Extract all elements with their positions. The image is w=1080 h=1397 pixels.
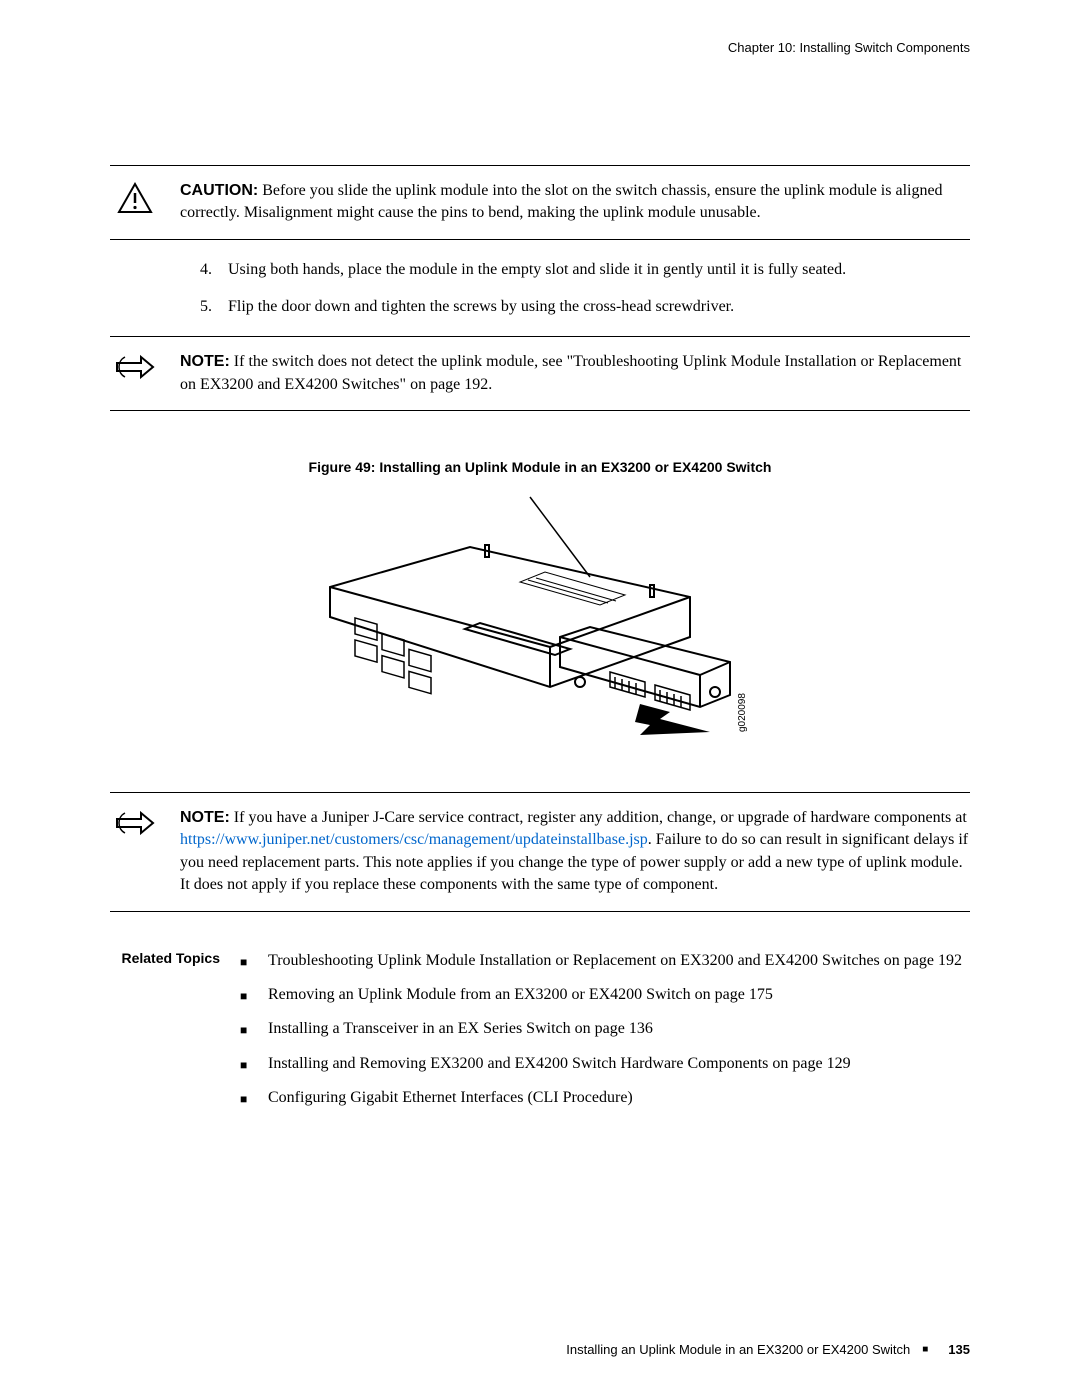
caution-text: CAUTION: Before you slide the uplink mod… xyxy=(180,180,970,225)
note-icon xyxy=(110,351,160,381)
bullet-icon: ■ xyxy=(922,1344,928,1355)
rule xyxy=(110,911,970,912)
figure-caption: Figure 49: Installing an Uplink Module i… xyxy=(110,459,970,475)
bullet-icon: ■ xyxy=(240,1018,268,1040)
note-icon xyxy=(110,807,160,837)
chapter-label: Chapter 10: Installing Switch Components xyxy=(728,40,970,55)
related-topic-item: ■ Troubleshooting Uplink Module Installa… xyxy=(240,950,970,972)
note-pre: If you have a Juniper J-Care service con… xyxy=(234,809,967,826)
rule xyxy=(110,410,970,411)
related-topic-text: Troubleshooting Uplink Module Installati… xyxy=(268,950,962,972)
related-topic-item: ■ Installing and Removing EX3200 and EX4… xyxy=(240,1053,970,1075)
note-body: If the switch does not detect the uplink… xyxy=(180,353,961,392)
related-topics: Related Topics ■ Troubleshooting Uplink … xyxy=(110,950,970,1122)
caution-block: CAUTION: Before you slide the uplink mod… xyxy=(110,166,970,239)
note-block: NOTE: If the switch does not detect the … xyxy=(110,337,970,410)
related-topic-text: Removing an Uplink Module from an EX3200… xyxy=(268,984,773,1006)
step-item: 4. Using both hands, place the module in… xyxy=(200,258,970,281)
related-topic-text: Installing and Removing EX3200 and EX420… xyxy=(268,1053,851,1075)
note-label: NOTE: xyxy=(180,809,230,826)
bullet-icon: ■ xyxy=(240,950,268,972)
figure-image: g020098 xyxy=(110,487,970,762)
page-number: 135 xyxy=(948,1342,970,1357)
related-topic-item: ■ Removing an Uplink Module from an EX32… xyxy=(240,984,970,1006)
bullet-icon: ■ xyxy=(240,1087,268,1109)
note-link[interactable]: https://www.juniper.net/customers/csc/ma… xyxy=(180,831,648,848)
related-topic-text: Installing a Transceiver in an EX Series… xyxy=(268,1018,653,1040)
steps-block: 4. Using both hands, place the module in… xyxy=(110,240,970,336)
note-text: NOTE: If you have a Juniper J-Care servi… xyxy=(180,807,970,897)
bullet-icon: ■ xyxy=(240,984,268,1006)
step-number: 5. xyxy=(200,295,228,318)
note-text: NOTE: If the switch does not detect the … xyxy=(180,351,970,396)
note-label: NOTE: xyxy=(180,353,230,370)
step-item: 5. Flip the door down and tighten the sc… xyxy=(200,295,970,318)
related-topic-item: ■ Configuring Gigabit Ethernet Interface… xyxy=(240,1087,970,1109)
step-number: 4. xyxy=(200,258,228,281)
caution-label: CAUTION: xyxy=(180,182,258,199)
step-text: Flip the door down and tighten the screw… xyxy=(228,295,734,318)
related-topic-item: ■ Installing a Transceiver in an EX Seri… xyxy=(240,1018,970,1040)
note-block: NOTE: If you have a Juniper J-Care servi… xyxy=(110,793,970,911)
figure-image-id: g020098 xyxy=(737,693,748,732)
bullet-icon: ■ xyxy=(240,1053,268,1075)
page-header: Chapter 10: Installing Switch Components xyxy=(110,40,970,55)
related-topic-text: Configuring Gigabit Ethernet Interfaces … xyxy=(268,1087,633,1109)
footer-text: Installing an Uplink Module in an EX3200… xyxy=(566,1342,910,1357)
caution-icon xyxy=(110,180,160,214)
caution-body: Before you slide the uplink module into … xyxy=(180,182,943,221)
page-footer: Installing an Uplink Module in an EX3200… xyxy=(566,1342,970,1357)
related-topics-label: Related Topics xyxy=(110,950,240,966)
step-text: Using both hands, place the module in th… xyxy=(228,258,846,281)
